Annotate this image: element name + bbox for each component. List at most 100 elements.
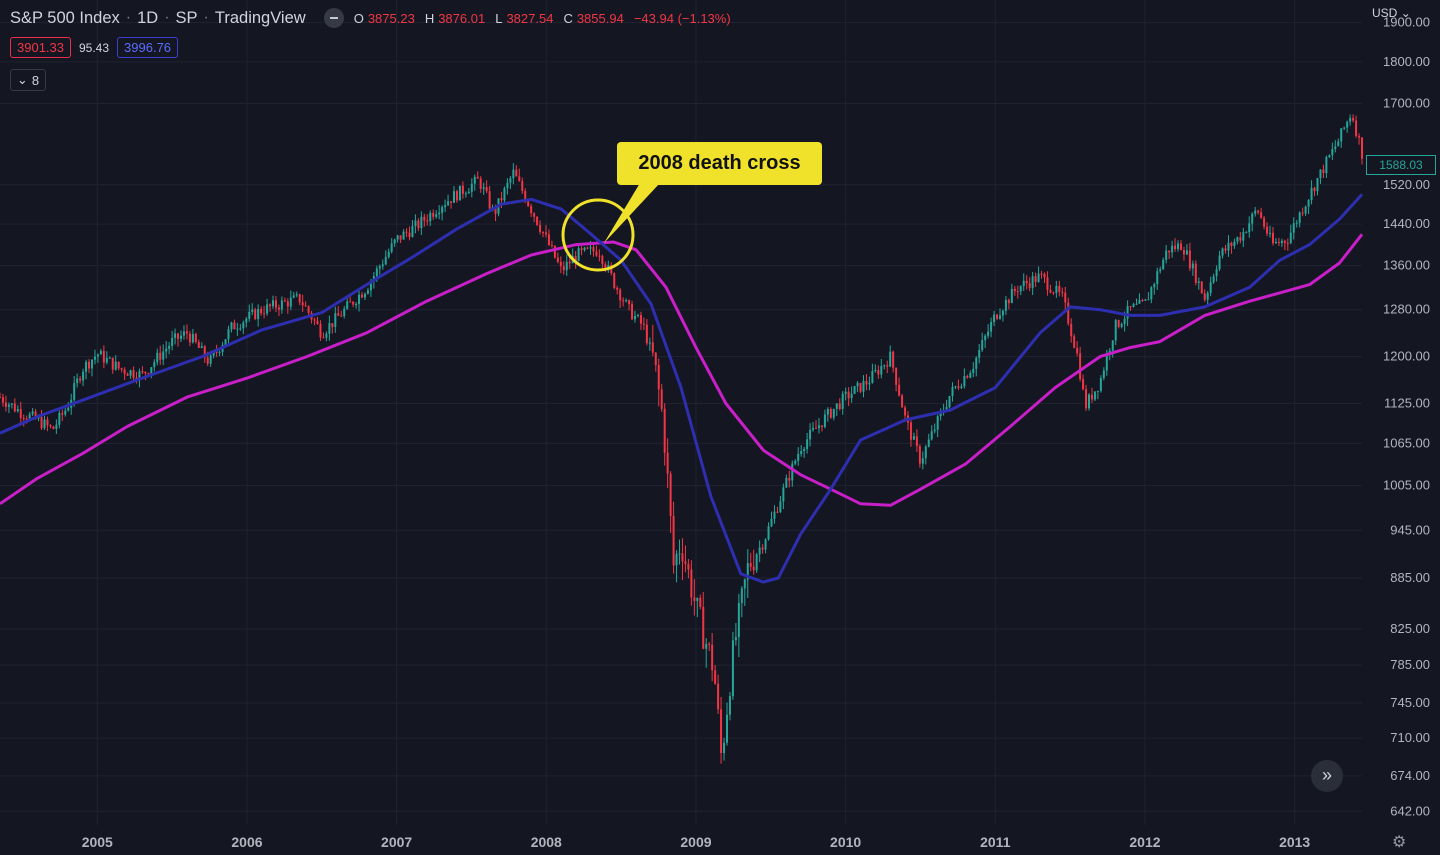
interval-label[interactable]: 1D [137,8,159,27]
candle-body [1346,121,1349,128]
candle-body [408,232,411,237]
time-tick-label: 2013 [1279,834,1310,850]
gear-icon[interactable]: ⚙ [1392,834,1407,851]
time-axis[interactable]: 2005 2006 2007 2008 2009 2010 2011 2012 2013 [82,834,1311,850]
candle-body [696,597,699,601]
candle-body [1174,245,1177,249]
candle-body [349,301,352,303]
candle-body [954,386,957,388]
double-chevron-right-icon[interactable]: » [1311,760,1343,792]
candle-body [393,239,396,244]
candle-body [111,357,114,370]
candle-body [1203,293,1206,300]
candle-body [1058,285,1061,292]
candle-body [666,452,669,474]
candle-body [1304,206,1307,214]
time-tick-label: 2005 [82,834,113,850]
candle-body [61,413,64,415]
ohlc-values: O 3875.23 H 3876.01 L 3827.54 C 3855.94 −43.… [354,11,731,26]
candle-body [1040,273,1043,275]
price-tick-label: 1280.00 [1383,302,1430,317]
candle-body [1085,389,1088,409]
candle-body [1242,232,1245,241]
candle-body [847,391,850,399]
candle-body [399,235,402,240]
candle-body [1254,210,1257,214]
candle-body [322,337,325,339]
candle-body [782,487,785,502]
candle-body [1245,232,1248,234]
candle-body [1343,127,1346,129]
candle-body [257,308,260,319]
candle-body [150,367,153,374]
candle-body [823,414,826,427]
candle-body [64,410,67,415]
high-label: H [424,10,435,26]
candle-body [58,413,61,425]
candle-body [755,554,758,571]
eye-icon[interactable] [323,8,344,28]
candle-body [337,313,340,316]
candle-body [530,206,533,214]
candle-body [898,384,901,396]
candle-body [1171,245,1174,253]
price-tick-label: 642.00 [1390,803,1430,818]
candle-body [993,314,996,322]
candle-body [1120,323,1123,327]
candle-body [358,294,361,304]
candle-body [313,319,316,321]
candle-body [767,526,770,540]
price-axis[interactable]: 1900.00 1800.00 1700.00 1520.00 1440.00 1360.… [1383,15,1430,819]
open-label: O [353,10,364,26]
candle-body [450,201,453,203]
candle-body [1156,271,1159,285]
candle-body [209,355,212,364]
price-tick-label: 1200.00 [1383,349,1430,364]
candle-body [904,407,907,416]
candle-body [580,248,583,251]
candle-body [951,386,954,396]
currency-label: USD [1372,6,1398,20]
currency-selector[interactable]: USD ⌄ [1372,6,1411,20]
candle-body [737,603,740,638]
candle-body [948,395,951,407]
candle-body [266,304,269,314]
indicators-collapse-button[interactable]: ⌄ 8 [10,69,46,91]
candle-body [969,372,972,378]
candle-body [675,553,678,566]
candle-body [1114,320,1117,341]
candle-body [895,367,898,385]
candle-body [331,323,334,327]
candle-body [1093,391,1096,400]
candle-body [809,429,812,440]
candle-body [850,393,853,399]
indicator-value-blue[interactable]: 3996.76 [117,37,179,58]
candle-body [1286,243,1289,245]
candle-body [114,361,117,370]
candle-body [352,301,355,305]
candle-body [868,382,871,385]
candle-body [773,511,776,519]
candle-body [108,357,111,359]
candle-body [1028,283,1031,288]
candle-body [960,386,963,388]
candle-body [613,273,616,288]
candle-body [933,429,936,432]
candle-body [1227,242,1230,251]
candle-body [1337,141,1340,147]
candle-body [663,408,666,453]
candle-body [939,411,942,417]
candle-body [99,350,102,355]
candle-body [298,294,301,303]
indicator-value-red[interactable]: 3901.33 [10,37,71,58]
candle-body [1349,118,1352,122]
candle-body [31,411,34,415]
symbol-name[interactable]: S&P 500 Index [10,8,120,27]
candle-body [648,342,651,344]
candle-body [105,357,108,363]
candle-body [49,425,52,427]
candle-body [488,191,491,209]
candle-body [1328,155,1331,158]
